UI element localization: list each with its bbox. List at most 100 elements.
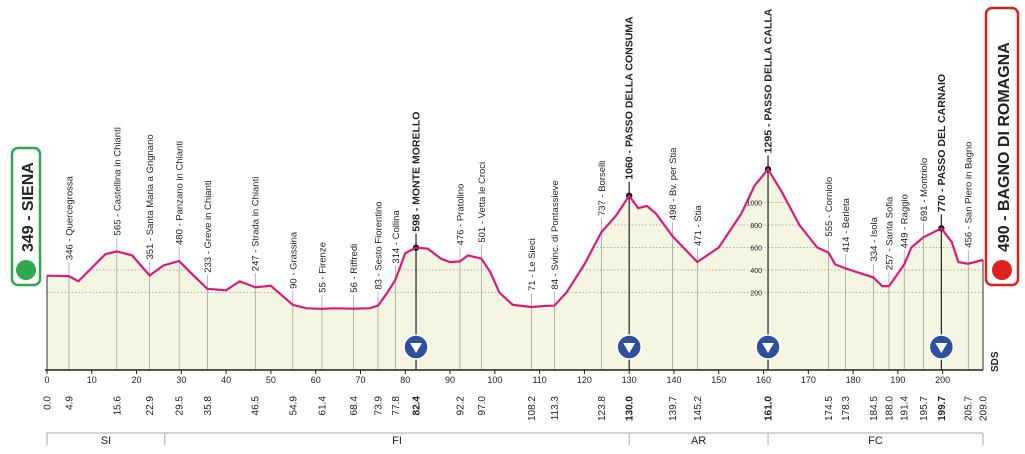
x-tick-label: 20: [132, 375, 142, 385]
waypoint-label: 1295 - PASSO DELLA CALLA: [763, 8, 775, 153]
finish-icon: [992, 260, 1012, 280]
y-tick-label: 600: [750, 246, 762, 253]
x-tick-label: 10: [87, 375, 97, 385]
start-icon: [16, 260, 36, 280]
x-tick-label: 70: [355, 375, 365, 385]
km-label: 92.2: [455, 396, 466, 416]
x-tick-label: 90: [445, 375, 455, 385]
waypoint-label: 84 - Svinc. di Pontassieve: [550, 180, 561, 289]
note: SDS: [990, 351, 1001, 372]
waypoint-label: 737 - Borselli: [597, 161, 608, 216]
y-tick-label: 800: [750, 223, 762, 230]
km-label: 15.6: [112, 396, 123, 416]
waypoint-label: 598 - MONTE MORELLO: [411, 112, 423, 232]
km-label: 29.5: [175, 396, 186, 416]
km-label: 108.2: [527, 396, 538, 421]
climb-marker-icon: [935, 343, 948, 353]
km-label: 139.7: [668, 396, 679, 421]
waypoint-label: 314 - Collina: [391, 210, 402, 264]
km-label: 61.4: [317, 396, 328, 416]
y-tick-label: 200: [750, 291, 762, 298]
waypoint-label: 257 - Santa Sofia: [884, 196, 895, 270]
climb-marker-icon: [410, 343, 423, 353]
km-label: 54.9: [288, 396, 299, 416]
x-tick-label: 130: [622, 375, 637, 385]
km-label: 199.7: [937, 396, 948, 421]
km-label: 174.5: [824, 396, 835, 421]
km-label: 35.8: [203, 396, 214, 416]
waypoint-label: 90 - Grassina: [288, 231, 299, 289]
km-label: 205.7: [964, 396, 975, 421]
finish-label: 490 - BAGNO DI ROMAGNA: [996, 42, 1013, 252]
km-label: 145.2: [693, 396, 704, 421]
x-tick-label: 170: [801, 375, 816, 385]
km-label: 130.0: [625, 396, 636, 421]
profile-fill: [47, 169, 983, 370]
start-box: [10, 146, 42, 287]
waypoint-label: 346 - Quercegrossa: [64, 175, 75, 260]
region-label: SI: [101, 435, 111, 447]
x-tick-label: 200: [935, 375, 950, 385]
km-label: 73.9: [373, 396, 384, 416]
waypoint-label: 565 - Castellina in Chianti: [112, 127, 123, 235]
km-label: 68.4: [349, 396, 360, 416]
waypoint-label: 83 - Sesto Fiorentino: [373, 201, 384, 289]
waypoint-label: 55 - Firenze: [317, 242, 328, 293]
x-tick-label: 30: [176, 375, 186, 385]
x-tick-label: 100: [487, 375, 502, 385]
waypoint-label: 555 - Corniolo: [824, 177, 835, 237]
x-tick-label: 120: [577, 375, 592, 385]
km-label: 195.7: [919, 396, 930, 421]
km-label: 0.0: [43, 396, 54, 410]
region-label: FI: [392, 435, 402, 447]
km-label: 4.9: [64, 396, 75, 410]
finish-box: [984, 6, 1020, 287]
x-tick-label: 40: [221, 375, 231, 385]
waypoint-label: 351 - Santa Maria a Grignano: [145, 134, 156, 259]
waypoint-label: 480 - Panzano in Chianti: [175, 141, 186, 245]
km-label: 46.5: [251, 396, 262, 416]
waypoint-label: 449 - Raggio: [900, 194, 911, 248]
x-tick-label: 180: [846, 375, 861, 385]
km-label: 161.0: [764, 396, 775, 421]
y-tick-label: 1000: [746, 201, 762, 208]
x-tick-label: 190: [890, 375, 905, 385]
waypoint-label: 501 - Vetta le Croci: [477, 162, 488, 243]
waypoint-label: 471 - Stia: [693, 205, 704, 246]
waypoint-label: 1060 - PASSO DELLA CONSUMA: [624, 16, 636, 180]
km-label: 188.0: [884, 396, 895, 421]
km-label: 113.3: [550, 396, 561, 421]
waypoint-label: 770 - PASSO DEL CARNAIO: [936, 74, 948, 212]
x-tick-label: 160: [756, 375, 771, 385]
x-tick-label: 0: [44, 375, 49, 385]
x-tick-label: 80: [400, 375, 410, 385]
start-label: 349 - SIENA: [20, 162, 37, 252]
km-label: 209.0: [979, 396, 990, 421]
x-tick-label: 140: [666, 375, 681, 385]
y-tick-label: 400: [750, 268, 762, 275]
km-label: 178.3: [841, 396, 852, 421]
km-label: 97.0: [477, 396, 488, 416]
waypoint-label: 476 - Pratolino: [455, 184, 466, 246]
climb-marker-icon: [623, 343, 636, 353]
km-label: 82.4: [412, 396, 423, 416]
waypoint-label: 71 - Le Sieci: [527, 238, 538, 291]
km-label: 184.5: [869, 396, 880, 421]
waypoint-label: 414 - Berleta: [841, 197, 852, 252]
waypoint-label: 456 - San Piero in Bagno: [964, 142, 975, 248]
km-label: 191.4: [900, 396, 911, 421]
km-label: 77.8: [391, 396, 402, 416]
waypoint-label: 498 - Bv. per Stia: [668, 147, 679, 220]
waypoint-label: 247 - Strada in Chianti: [251, 177, 262, 272]
km-label: 123.8: [597, 396, 608, 421]
region-label: FC: [868, 435, 883, 447]
x-tick-label: 150: [711, 375, 726, 385]
waypoint-label: 233 - Greve in Chianti: [203, 180, 214, 272]
waypoint-label: 691 - Montriolo: [919, 158, 930, 221]
waypoint-label: 334 - Isola: [869, 216, 880, 261]
x-tick-label: 110: [532, 375, 546, 385]
x-tick-label: 60: [311, 375, 321, 385]
km-label: 22.9: [145, 396, 156, 416]
